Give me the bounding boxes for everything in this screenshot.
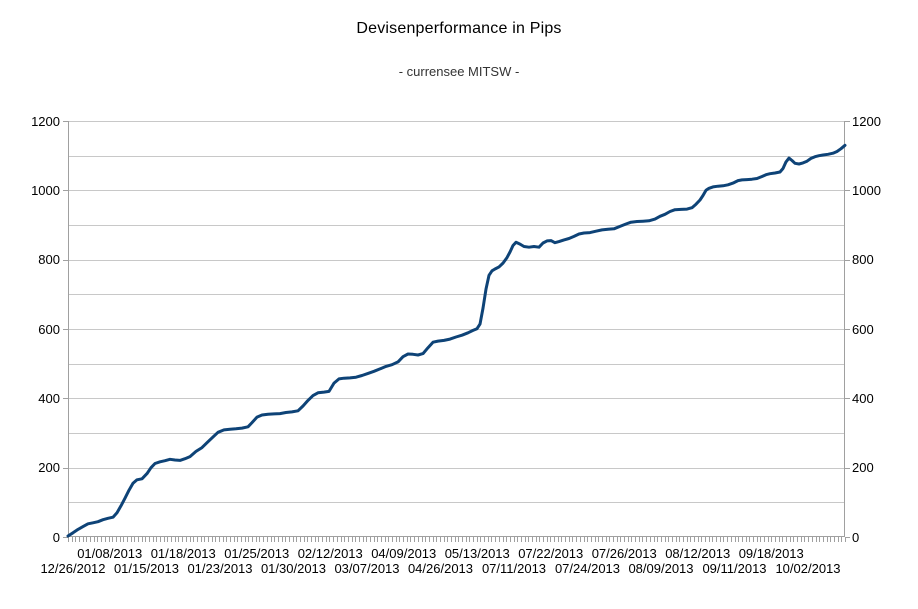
- x-axis-label: 07/22/2013: [518, 546, 584, 561]
- x-axis-label: 01/25/2013: [224, 546, 290, 561]
- y-axis-label-right: 0: [852, 529, 860, 545]
- x-axis-label: 03/07/2013: [334, 561, 400, 576]
- y-axis-label-left: 600: [38, 321, 60, 337]
- chart-title: Devisenperformance in Pips: [356, 20, 562, 37]
- x-axis-label: 05/13/2013: [444, 546, 510, 561]
- x-axis-label: 07/11/2013: [481, 561, 547, 576]
- performance-line: [66, 143, 847, 538]
- x-axis-label: 12/26/2012: [40, 561, 106, 576]
- x-axis-label: 01/15/2013: [113, 561, 180, 576]
- x-axis-label: 07/24/2013: [554, 561, 621, 576]
- y-axis-label-right: 800: [852, 252, 874, 268]
- x-axis-label: 08/12/2013: [665, 546, 731, 561]
- x-axis-label: 01/08/2013: [77, 546, 143, 561]
- y-axis-label-right: 1000: [852, 182, 881, 198]
- y-axis-label-left: 1200: [31, 113, 60, 129]
- line-chart: [63, 121, 850, 542]
- y-axis-label-left: 200: [38, 460, 60, 476]
- y-axis-label-right: 600: [852, 321, 874, 337]
- y-axis-label-left: 800: [38, 252, 60, 268]
- x-axis-label: 10/02/2013: [775, 561, 841, 576]
- chart-subtitle: - currensee MITSW -: [398, 64, 520, 79]
- y-axis-label-left: 1000: [31, 182, 60, 198]
- x-axis-label: 01/30/2013: [260, 561, 327, 576]
- x-axis-label: 09/18/2013: [738, 546, 804, 561]
- y-axis-label-right: 1200: [852, 113, 881, 129]
- y-axis-label-right: 200: [852, 460, 874, 476]
- x-axis-label: 08/09/2013: [628, 561, 694, 576]
- y-axis-label-left: 400: [38, 390, 60, 406]
- x-axis-label: 02/12/2013: [297, 546, 363, 561]
- x-axis-label: 01/18/2013: [150, 546, 216, 561]
- plot-area: [63, 121, 850, 542]
- y-axis-label-left: 0: [52, 529, 60, 545]
- y-axis-label-right: 400: [852, 390, 874, 406]
- x-axis-label: 04/09/2013: [371, 546, 437, 561]
- x-axis-label: 09/11/2013: [702, 561, 767, 576]
- x-axis-label: 04/26/2013: [407, 561, 474, 576]
- x-axis-label: 07/26/2013: [591, 546, 657, 561]
- x-axis-label: 01/23/2013: [187, 561, 253, 576]
